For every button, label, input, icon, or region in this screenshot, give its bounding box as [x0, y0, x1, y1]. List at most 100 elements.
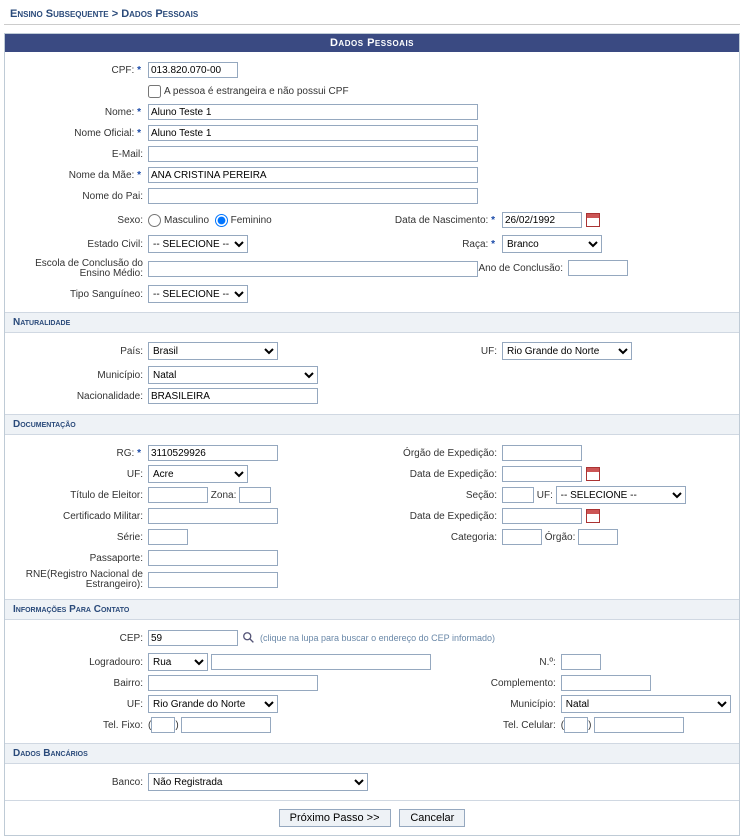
- label-fem: Feminino: [231, 215, 272, 226]
- label-cep: CEP:: [13, 633, 148, 644]
- complemento-input[interactable]: [561, 675, 651, 691]
- label-tel-fixo: Tel. Fixo:: [13, 720, 148, 731]
- form-container: Dados Pessoais CPF: * A pessoa é estrang…: [4, 33, 740, 836]
- cep-input[interactable]: [148, 630, 238, 646]
- label-nome-mae: Nome da Mãe: *: [13, 170, 148, 181]
- label-municipio-end: Município:: [431, 699, 561, 710]
- uf-doc-select[interactable]: Acre: [148, 465, 248, 483]
- tel-cel-input[interactable]: [594, 717, 684, 733]
- rg-input[interactable]: [148, 445, 278, 461]
- label-serie: Série:: [13, 532, 148, 543]
- label-masc: Masculino: [164, 215, 209, 226]
- label-categoria: Categoria:: [372, 532, 502, 543]
- nome-mae-input[interactable]: [148, 167, 478, 183]
- label-bairro: Bairro:: [13, 678, 148, 689]
- label-orgao-exp: Órgão de Expedição:: [372, 448, 502, 459]
- proximo-button[interactable]: Próximo Passo >>: [279, 809, 391, 827]
- estado-civil-select[interactable]: -- SELECIONE --: [148, 235, 248, 253]
- nome-pai-input[interactable]: [148, 188, 478, 204]
- label-complemento: Complemento:: [431, 678, 561, 689]
- label-uf-doc: UF:: [13, 469, 148, 480]
- breadcrumb-current: Dados Pessoais: [121, 8, 198, 20]
- label-estado-civil: Estado Civil:: [13, 239, 148, 250]
- sexo-masc-radio[interactable]: [148, 214, 161, 227]
- nome-oficial-input[interactable]: [148, 125, 478, 141]
- label-cert-militar: Certificado Militar:: [13, 511, 148, 522]
- label-banco: Banco:: [13, 777, 148, 788]
- tel-cel-ddd-input[interactable]: [564, 717, 588, 733]
- section-documentacao: Documentação: [5, 414, 739, 435]
- label-estrangeiro: A pessoa é estrangeira e não possui CPF: [164, 86, 349, 97]
- label-email: E-Mail:: [13, 149, 148, 160]
- cert-militar-input[interactable]: [148, 508, 278, 524]
- categoria-input[interactable]: [502, 529, 542, 545]
- nacionalidade-input[interactable]: [148, 388, 318, 404]
- data-exp-mil-input[interactable]: [502, 508, 582, 524]
- orgao-input[interactable]: [578, 529, 618, 545]
- nome-input[interactable]: [148, 104, 478, 120]
- cancelar-button[interactable]: Cancelar: [399, 809, 465, 827]
- ano-conc-input[interactable]: [568, 260, 628, 276]
- calendar-icon[interactable]: [586, 213, 600, 227]
- label-rg: RG: *: [13, 448, 148, 459]
- label-tel-cel: Tel. Celular:: [431, 720, 561, 731]
- data-exp-rg-input[interactable]: [502, 466, 582, 482]
- label-uf-titulo: UF:: [537, 490, 553, 501]
- secao-input[interactable]: [502, 487, 534, 503]
- email-input[interactable]: [148, 146, 478, 162]
- bairro-input[interactable]: [148, 675, 318, 691]
- municipio-nat-select[interactable]: Natal: [148, 366, 318, 384]
- label-cpf: CPF: *: [13, 65, 148, 76]
- label-tipo-sang: Tipo Sanguíneo:: [13, 289, 148, 300]
- label-logradouro: Logradouro:: [13, 657, 148, 668]
- uf-nat-select[interactable]: Rio Grande do Norte: [502, 342, 632, 360]
- calendar-icon[interactable]: [586, 467, 600, 481]
- label-rne: RNE(Registro Nacional de Estrangeiro):: [13, 570, 148, 590]
- data-nasc-input[interactable]: [502, 212, 582, 228]
- label-secao: Seção:: [372, 490, 502, 501]
- tipo-sang-select[interactable]: -- SELECIONE --: [148, 285, 248, 303]
- numero-input[interactable]: [561, 654, 601, 670]
- label-titulo: Título de Eleitor:: [13, 490, 148, 501]
- zona-input[interactable]: [239, 487, 271, 503]
- breadcrumb: Ensino Subsequente > Dados Pessoais: [4, 4, 740, 25]
- section-bancario: Dados Bancários: [5, 743, 739, 764]
- label-nome-pai: Nome do Pai:: [13, 191, 148, 202]
- pais-select[interactable]: Brasil: [148, 342, 278, 360]
- label-escola-medio: Escola de Conclusão do Ensino Médio:: [13, 259, 148, 279]
- tel-fixo-input[interactable]: [181, 717, 271, 733]
- calendar-icon[interactable]: [586, 509, 600, 523]
- municipio-end-select[interactable]: Natal: [561, 695, 731, 713]
- section-naturalidade: Naturalidade: [5, 312, 739, 333]
- escola-medio-input[interactable]: [148, 261, 478, 277]
- cep-hint: (clique na lupa para buscar o endereço d…: [260, 633, 495, 643]
- sexo-fem-radio[interactable]: [215, 214, 228, 227]
- titulo-input[interactable]: [148, 487, 208, 503]
- raca-select[interactable]: Branco: [502, 235, 602, 253]
- label-raca: Raça: *: [372, 239, 502, 250]
- breadcrumb-parent: Ensino Subsequente: [10, 8, 109, 20]
- logradouro-tipo-select[interactable]: Rua: [148, 653, 208, 671]
- cpf-input[interactable]: [148, 62, 238, 78]
- tel-fixo-ddd-input[interactable]: [151, 717, 175, 733]
- rne-input[interactable]: [148, 572, 278, 588]
- label-sexo: Sexo:: [13, 215, 148, 226]
- search-icon[interactable]: [242, 631, 256, 645]
- label-zona: Zona:: [211, 490, 237, 501]
- serie-input[interactable]: [148, 529, 188, 545]
- label-pais: País:: [13, 346, 148, 357]
- label-uf-nat: UF:: [372, 346, 502, 357]
- estrangeiro-checkbox[interactable]: [148, 85, 161, 98]
- section-contato: Informações Para Contato: [5, 599, 739, 620]
- orgao-exp-input[interactable]: [502, 445, 582, 461]
- section-dados-pessoais: Dados Pessoais: [5, 34, 739, 52]
- uf-end-select[interactable]: Rio Grande do Norte: [148, 695, 278, 713]
- logradouro-input[interactable]: [211, 654, 431, 670]
- uf-titulo-select[interactable]: -- SELECIONE --: [556, 486, 686, 504]
- label-municipio-nat: Município:: [13, 370, 148, 381]
- label-ano-conc: Ano de Conclusão:: [478, 263, 568, 274]
- passaporte-input[interactable]: [148, 550, 278, 566]
- label-data-exp-mil: Data de Expedição:: [372, 511, 502, 522]
- label-nome-oficial: Nome Oficial: *: [13, 128, 148, 139]
- banco-select[interactable]: Não Registrada: [148, 773, 368, 791]
